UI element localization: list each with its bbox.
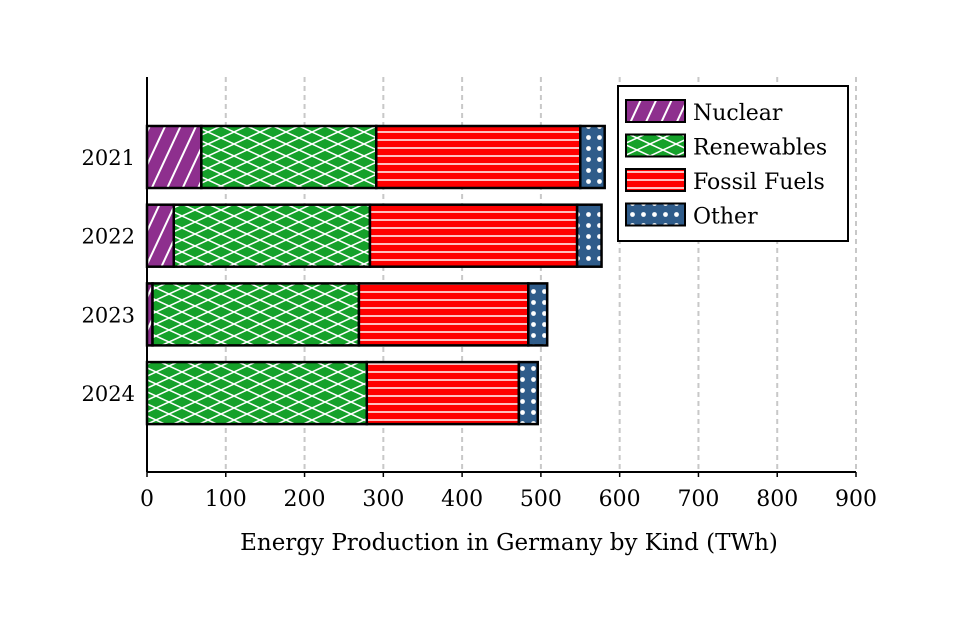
bar-renewables-2024 [145,360,369,426]
bar-fossil-fuels-2021 [374,124,582,190]
legend-label: Nuclear [693,101,783,126]
y-tick-label: 2024 [82,382,135,406]
x-tick-label: 700 [677,487,719,512]
bar-renewables-2023 [151,282,361,347]
legend-swatch-other [625,202,686,227]
x-tick-label: 900 [835,487,877,512]
x-tick-label: 500 [520,487,562,512]
bar-fossil-fuels-2022 [368,203,579,268]
bars [145,124,606,426]
x-tick-label: 400 [441,487,483,512]
bar-nuclear-2022 [145,203,176,268]
legend-label: Renewables [693,136,827,161]
legend-swatch-renewables [625,133,686,158]
bar-fossil-fuels-2024 [365,360,521,426]
x-axis-label: Energy Production in Germany by Kind (TW… [240,530,778,556]
x-tick-label: 300 [362,487,404,512]
legend-label: Fossil Fuels [693,170,825,195]
y-tick-label: 2023 [82,303,135,327]
bar-renewables-2022 [172,203,372,268]
bar-fossil-fuels-2023 [357,282,530,347]
x-tick-label: 200 [284,487,326,512]
bar-other-2022 [575,203,603,268]
axes: 0 100 200 300 400 500 600 700 800 900 2021 2022 2023… [82,77,877,512]
x-tick-label: 800 [756,487,798,512]
y-tick-label: 2021 [82,146,135,170]
bar-other-2023 [527,282,549,347]
x-tick-label: 0 [140,487,154,512]
bar-renewables-2021 [200,124,378,190]
bar-other-2024 [517,360,539,426]
legend-swatch-fossil-fuels [625,168,686,192]
x-tick-label: 600 [599,487,641,512]
legend-swatch-nuclear [625,99,686,123]
legend-label: Other [693,205,758,230]
legend: Nuclear Renewables Fossil Fuels Other [617,85,849,242]
y-tick-label: 2022 [82,225,135,249]
bar-other-2021 [579,124,606,190]
bar-nuclear-2021 [145,124,203,190]
x-tick-label: 100 [205,487,247,512]
